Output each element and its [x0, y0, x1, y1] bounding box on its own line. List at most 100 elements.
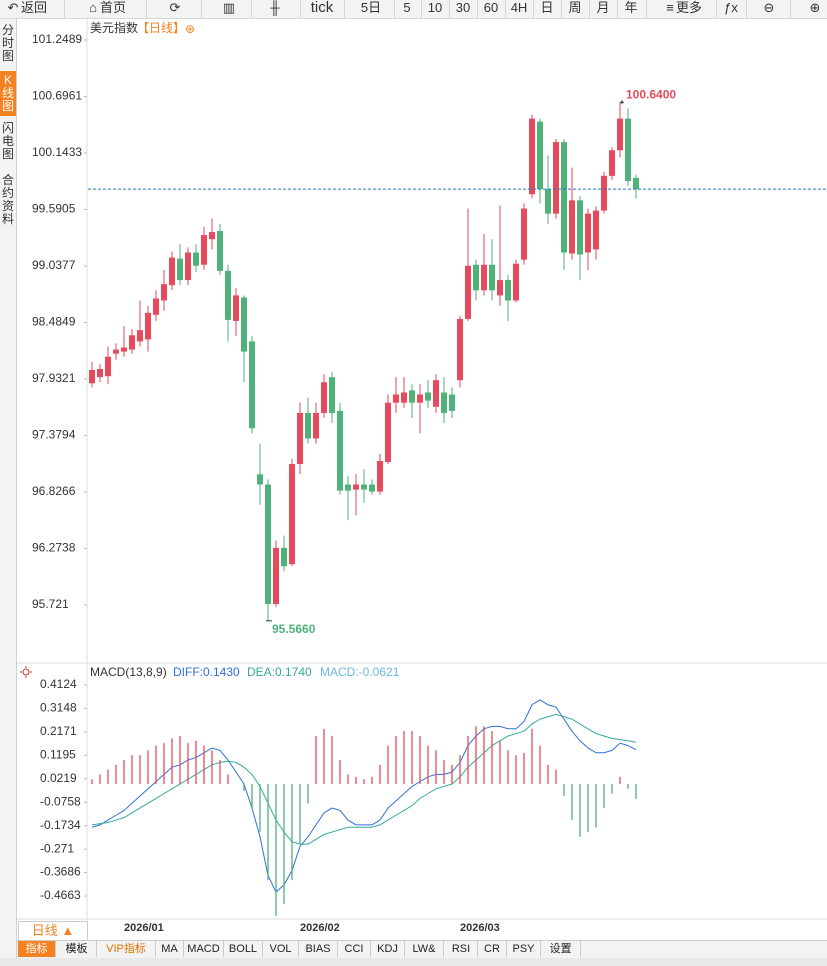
candle-body: [393, 394, 399, 403]
indicator-tab[interactable]: KDJ: [371, 941, 405, 957]
candle-body: [185, 252, 191, 281]
indicator-tab[interactable]: PSY: [507, 941, 541, 957]
candle-body: [265, 484, 271, 605]
toolbar-button[interactable]: 返回: [20, 0, 47, 15]
candle-body: [617, 118, 623, 151]
indicator-tab[interactable]: 设置: [541, 941, 581, 957]
separator: [344, 0, 345, 18]
candle-body: [241, 297, 247, 352]
separator: [421, 0, 422, 18]
separator: [533, 0, 534, 18]
toolbar-button[interactable]: 年: [624, 0, 638, 15]
indicator-tab[interactable]: 指标: [18, 941, 56, 957]
toolbar-button[interactable]: 更多: [675, 0, 702, 15]
candle-body: [97, 368, 103, 378]
indicator-tab[interactable]: 模板: [57, 941, 97, 957]
indicator-tab[interactable]: MA: [156, 941, 184, 957]
status-bar: [0, 958, 827, 966]
toolbar-button[interactable]: 5: [403, 0, 411, 15]
min-label: 95.5660: [272, 622, 316, 636]
candle-body: [417, 394, 423, 403]
toolbar-icon[interactable]: ≡: [666, 0, 674, 15]
candle-body: [425, 392, 431, 401]
macd-icon: [20, 666, 32, 678]
candle-body: [481, 264, 487, 291]
candle-body: [297, 412, 303, 465]
separator: [646, 0, 647, 18]
y-tick-label: 100.1433: [32, 145, 82, 159]
y-tick-label: -0.1734: [40, 818, 81, 832]
sidebar-tab[interactable]: K线图: [0, 71, 16, 116]
y-tick-label: 101.2489: [32, 32, 82, 46]
toolbar-icon[interactable]: ╫: [270, 0, 280, 15]
toolbar-button[interactable]: 60: [483, 0, 499, 15]
toolbar-button[interactable]: 周: [568, 0, 582, 15]
separator: [505, 0, 506, 18]
toolbar-icon[interactable]: ↶: [7, 0, 19, 15]
candle-body: [465, 265, 471, 319]
toolbar-button[interactable]: 月: [596, 0, 610, 15]
y-tick-label: -0.3686: [40, 865, 81, 879]
toolbar-icon[interactable]: ⊖: [763, 0, 775, 15]
toolbar-icon[interactable]: ⟳: [169, 0, 181, 15]
indicator-tab[interactable]: BOLL: [224, 941, 263, 957]
toolbar-button[interactable]: 首页: [99, 0, 126, 15]
toolbar-button[interactable]: 30: [455, 0, 471, 15]
toolbar-button[interactable]: 日: [540, 0, 554, 15]
toolbar-icon[interactable]: ⊕: [809, 0, 821, 15]
candle-body: [305, 412, 311, 439]
candle-body: [257, 474, 263, 485]
candle-body: [489, 264, 495, 291]
candle-body: [161, 284, 167, 301]
candle-body: [329, 377, 335, 413]
separator: [251, 0, 252, 18]
sidebar-tab[interactable]: 闪电图: [1, 121, 14, 161]
indicator-tab[interactable]: RSI: [445, 941, 478, 957]
toolbar-icon[interactable]: ƒx: [724, 0, 738, 15]
indicator-tab[interactable]: CCI: [338, 941, 371, 957]
candle-body: [177, 258, 183, 281]
indicator-tab[interactable]: LW&: [405, 941, 444, 957]
indicator-tab[interactable]: BIAS: [299, 941, 338, 957]
toolbar-icon[interactable]: ⌂: [89, 0, 97, 15]
x-tick-label: 2026/03: [460, 922, 500, 934]
indicator-tab[interactable]: CR: [478, 941, 507, 957]
separator: [300, 0, 301, 18]
indicator-tab[interactable]: VIP指标: [97, 941, 156, 957]
separator: [477, 0, 478, 18]
candle-body: [609, 150, 615, 176]
y-tick-label: 0.1195: [40, 747, 76, 761]
legend-label: DEA:0.1740: [247, 665, 312, 679]
candle-body: [353, 484, 359, 490]
sidebar-tab[interactable]: 分时图: [1, 23, 14, 63]
chart: 101.2489 100.6961 100.1433 99.5905 99.0377 98…: [17, 19, 827, 940]
indicator-tab[interactable]: MACD: [184, 941, 224, 957]
candle-body: [313, 412, 319, 439]
candle-body: [449, 394, 455, 411]
y-tick-label: 96.8266: [32, 484, 76, 498]
sidebar-tab[interactable]: 合约资料: [1, 173, 14, 226]
toolbar-button[interactable]: 4H: [510, 0, 528, 15]
toolbar-icon[interactable]: ▥: [222, 0, 236, 15]
chart-subtitle: 【日线】: [137, 21, 185, 35]
y-tick-label: 0.0219: [40, 771, 77, 785]
chart-title: MACD(13,8,9): [90, 665, 167, 679]
candle-body: [529, 118, 535, 195]
candle-body: [513, 263, 519, 301]
toolbar-button[interactable]: 5日: [360, 0, 382, 15]
candle-body: [89, 370, 95, 384]
toolbar-button[interactable]: 10: [427, 0, 443, 15]
period-tab[interactable]: 日线 ▲: [18, 921, 88, 941]
candle-body: [473, 264, 479, 291]
toolbar-button[interactable]: tick: [310, 0, 334, 16]
candle-body: [593, 210, 599, 250]
candle-body: [289, 464, 295, 565]
separator: [201, 0, 202, 18]
candle-body: [385, 402, 391, 462]
candle-body: [225, 270, 231, 320]
indicator-tab[interactable]: VOL: [263, 941, 299, 957]
max-marker: [620, 100, 624, 105]
candle-body: [345, 484, 351, 491]
y-tick-label: 98.4849: [32, 315, 76, 329]
